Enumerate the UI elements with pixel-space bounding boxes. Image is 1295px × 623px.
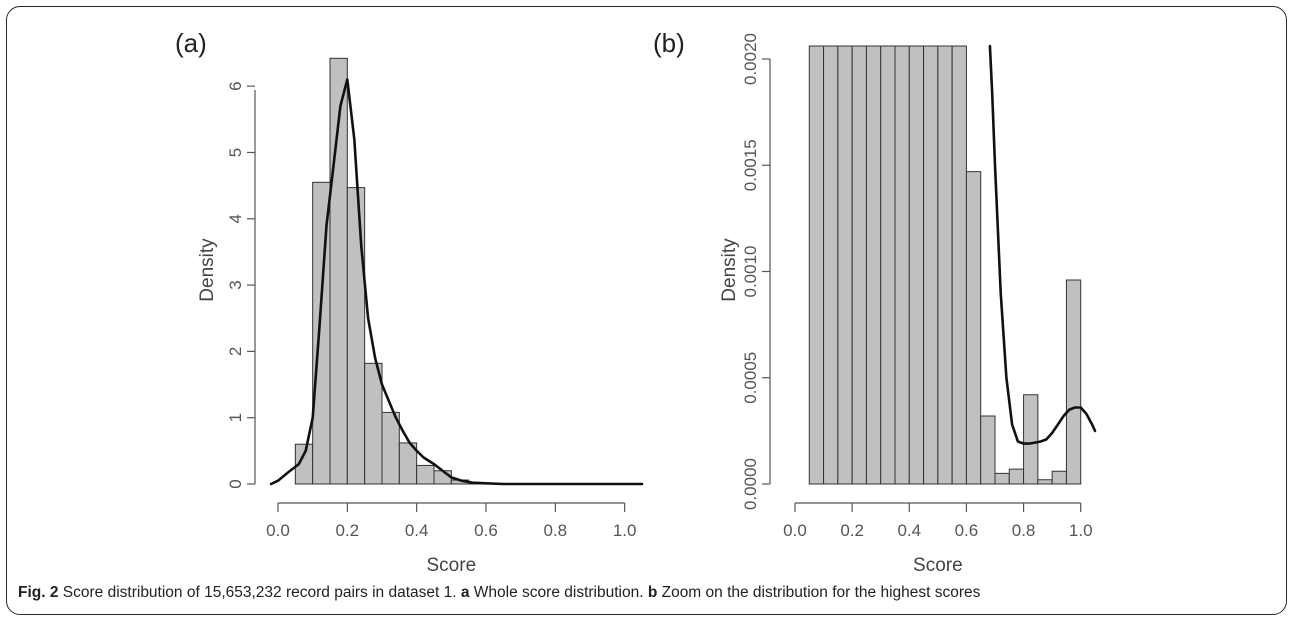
histogram-bar	[994, 472, 1010, 485]
x-axis-title: Score	[913, 555, 963, 576]
histogram-bar	[398, 442, 418, 485]
x-tick-label: 0.8	[1012, 521, 1036, 540]
histogram-bar	[346, 187, 366, 485]
histogram-bar	[364, 362, 383, 485]
y-tick-label: 0.0010	[741, 246, 760, 298]
histogram-bar	[808, 45, 825, 485]
caption-text: Score distribution of 15,653,232 record …	[58, 584, 461, 601]
caption-fig-label: Fig. 2	[18, 584, 59, 601]
y-axis-title: Density	[719, 238, 740, 302]
histogram-bar	[1051, 470, 1067, 485]
panel-b: (b) 0.0000 0.0005 0.0010 0.0015 0.0020 0.0 0.2 0…	[653, 28, 1097, 576]
y-tick-label: 0.0005	[741, 352, 760, 404]
histogram-bar	[865, 45, 882, 485]
y-tick-label: 6	[226, 81, 245, 90]
histogram-bar	[1023, 394, 1039, 485]
x-tick-label: 0.6	[955, 521, 979, 540]
histogram-bar	[823, 45, 839, 485]
panel-a: (a) 0 1 2 3 4 5 6 0.0 0.2 0.4 0.6 0.8 1.0 Score Density	[175, 28, 644, 576]
caption-b-text: Zoom on the distribution for the highest…	[657, 584, 981, 601]
x-axis-title: Score	[427, 555, 477, 576]
histogram-bar	[908, 45, 925, 485]
x-tick-label: 1.0	[613, 521, 637, 540]
x-tick-label: 0.4	[405, 521, 429, 540]
y-tick-label: 2	[226, 347, 245, 356]
y-tick-label: 0.0015	[741, 139, 760, 191]
histogram-bar	[433, 470, 452, 485]
x-tick-label: 0.2	[336, 521, 360, 540]
histogram-bar	[894, 45, 910, 485]
histogram-bar	[416, 464, 435, 485]
histogram-bar	[381, 411, 400, 485]
caption-b-label: b	[647, 584, 658, 601]
histogram-bar	[837, 45, 853, 485]
density-curve	[988, 44, 1097, 445]
histogram-bar	[1037, 479, 1053, 485]
histogram-bar	[923, 45, 939, 485]
y-axis-title: Density	[197, 238, 218, 302]
x-tick-label: 0.4	[897, 521, 921, 540]
x-tick-label: 1.0	[1069, 521, 1093, 540]
histogram-bar	[1065, 279, 1082, 485]
y-tick-label: 0.0000	[741, 458, 760, 510]
histogram-bar	[965, 171, 982, 485]
x-tick-label: 0.6	[474, 521, 498, 540]
y-tick-label: 1	[226, 413, 245, 422]
panel-label: (b)	[653, 28, 685, 58]
panel-label: (a)	[175, 28, 207, 58]
caption-a-label: a	[460, 584, 470, 601]
density-curve	[269, 78, 644, 486]
histogram-bar	[851, 45, 867, 485]
y-tick-label: 4	[226, 214, 245, 223]
histogram-bar	[937, 45, 953, 485]
y-tick-label: 0	[226, 479, 245, 488]
x-tick-label: 0.2	[840, 521, 864, 540]
y-tick-label: 5	[226, 148, 245, 157]
y-tick-label: 3	[226, 280, 245, 289]
x-tick-label: 0.0	[783, 521, 807, 540]
histogram-bar	[1008, 468, 1025, 485]
histogram-bar	[951, 45, 967, 485]
figure-caption: Fig. 2 Score distribution of 15,653,232 …	[18, 584, 980, 602]
y-tick-label: 0.0020	[741, 33, 760, 85]
caption-a-text: Whole score distribution.	[469, 584, 648, 601]
histogram-bar	[980, 415, 996, 485]
histogram-bar	[880, 45, 896, 485]
x-tick-label: 0.8	[544, 521, 568, 540]
x-tick-label: 0.0	[266, 521, 290, 540]
